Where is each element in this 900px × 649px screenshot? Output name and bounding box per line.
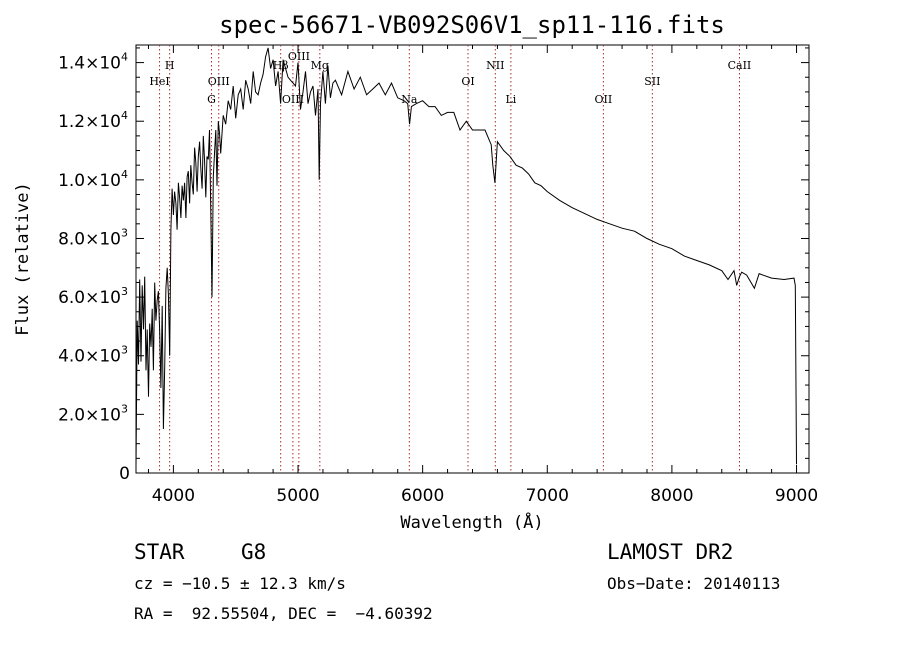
x-tick-label: 4000 (152, 486, 195, 506)
emission-line-label: Hβ (273, 59, 289, 72)
object-type: STAR (134, 540, 185, 564)
x-tick-label: 7000 (526, 486, 569, 506)
observation-date: Obs−Date: 20140113 (607, 574, 781, 593)
spectrum-line (135, 47, 797, 468)
emission-line-label: Mg (311, 59, 329, 72)
emission-line-label: Na (401, 93, 418, 106)
emission-line-label: CaII (728, 59, 752, 72)
survey-name: LAMOST DR2 (607, 540, 734, 564)
y-axis-label: Flux (relative) (13, 182, 33, 336)
y-tick-label: 1.0×104 (58, 168, 128, 191)
spectral-subclass: G8 (241, 540, 267, 564)
emission-line-label: OIII (208, 75, 230, 88)
emission-line-label: OIII (282, 93, 304, 106)
emission-line-label: SII (644, 75, 660, 88)
x-tick-label: 5000 (276, 486, 319, 506)
emission-line-label: OII (595, 93, 613, 106)
x-tick-label: 6000 (401, 486, 444, 506)
y-axis-ticks: 0 2.0×103 4.0×103 6.0×103 8.0×103 1.0×104 1.2×… (58, 47, 809, 484)
coordinates-line: RA = 92.55504, DEC = −4.60392 (134, 604, 433, 623)
emission-line-label: H (165, 59, 175, 72)
y-tick-label: 1.2×104 (58, 109, 128, 132)
emission-line-label: OI (461, 75, 474, 88)
y-tick-label: 6.0×103 (58, 285, 128, 308)
redshift-line: cz = −10.5 ± 12.3 km/s (134, 574, 346, 593)
chart-title: spec-56671-VB092S06V1_sp11-116.fits (219, 11, 725, 39)
y-tick-label: 0 (119, 464, 130, 484)
y-tick-label: 8.0×103 (58, 226, 128, 249)
emission-line-label: OIII (288, 50, 310, 63)
emission-line-label: G (207, 93, 216, 106)
y-tick-label: 2.0×103 (58, 402, 128, 425)
x-tick-label: 9000 (775, 486, 818, 506)
emission-line-label: Li (505, 93, 516, 106)
emission-line-label: NII (486, 59, 504, 72)
x-axis-label: Wavelength (Å) (400, 511, 543, 533)
x-axis-ticks: 4000 5000 6000 7000 8000 9000 (147, 45, 818, 506)
emission-line-label: HeI (149, 75, 169, 88)
y-tick-label: 1.4×104 (58, 51, 128, 74)
x-tick-label: 8000 (650, 486, 693, 506)
y-tick-label: 4.0×103 (58, 344, 128, 367)
